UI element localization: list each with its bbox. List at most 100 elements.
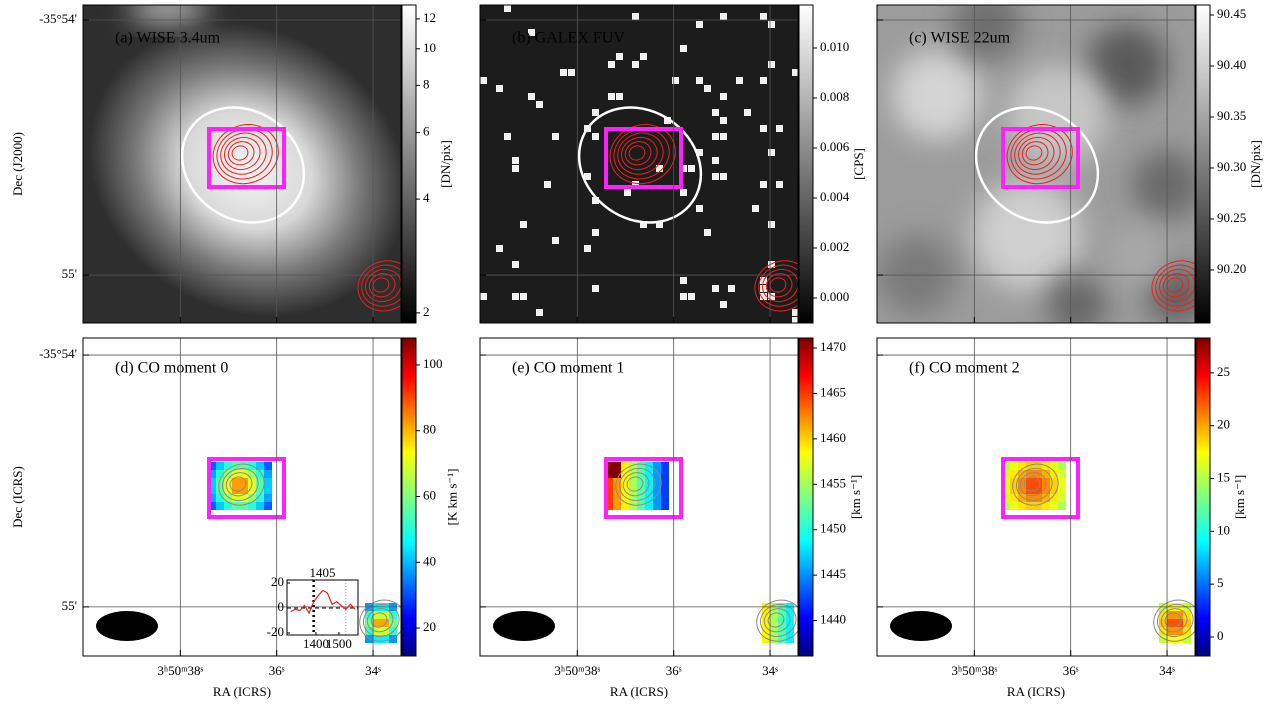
x-tick-label: 36ˢ <box>269 663 285 678</box>
image-pixel <box>480 293 487 300</box>
image-pixel <box>712 109 719 116</box>
co-pixel <box>264 502 272 510</box>
colorbar-tick-label: 5 <box>1217 575 1224 590</box>
colorbar-tick-label: 0.004 <box>820 189 850 204</box>
image-pixel <box>720 301 727 308</box>
beam <box>96 611 158 641</box>
image-pixel <box>680 277 687 284</box>
figure: (a) WISE 3.4um-35°54'55'Dec (J2000)24681… <box>0 0 1278 704</box>
image-pixel <box>680 189 687 196</box>
image-pixel <box>720 117 727 124</box>
co-pixel <box>264 462 272 470</box>
x-tick-label: 36ˢ <box>666 663 682 678</box>
image-pixel <box>592 133 599 140</box>
image-pixel <box>712 157 719 164</box>
image-pixel <box>752 205 759 212</box>
image-pixel <box>592 109 599 116</box>
image-pixel <box>720 173 727 180</box>
image-pixel <box>744 109 751 116</box>
x-tick-label: 3ʰ50ᵐ38ˢ <box>157 663 203 678</box>
y-tick-label: -35°54' <box>39 11 77 26</box>
co-pixel <box>264 470 272 478</box>
image-pixel <box>552 133 559 140</box>
image-pixel <box>768 221 775 228</box>
image-pixel <box>680 293 687 300</box>
image-pixel <box>760 13 767 20</box>
image-pixel <box>768 61 775 68</box>
co-pixel <box>264 478 272 486</box>
image-pixel <box>704 85 711 92</box>
colorbar-tick-label: 0.010 <box>820 39 849 54</box>
image-pixel <box>536 101 543 108</box>
x-axis-label: RA (ICRS) <box>610 684 668 699</box>
image-pixel <box>632 13 639 20</box>
co-pixel <box>661 494 669 502</box>
co-pixel <box>240 502 248 510</box>
image-pixel <box>720 13 727 20</box>
co-pixel <box>613 462 621 470</box>
co-pixel <box>637 502 645 510</box>
panel-title: (e) CO moment 1 <box>512 360 624 377</box>
panel: (d) CO moment 0-35°54'55'Dec (ICRS)3ʰ50ᵐ… <box>10 338 460 699</box>
image-pixel <box>520 293 527 300</box>
co-pixel <box>1010 462 1018 470</box>
inset-title: 1405 <box>310 565 336 580</box>
colorbar-tick-label: 90.35 <box>1217 108 1246 123</box>
image-pixel <box>712 285 719 292</box>
colorbar-label: [K km s⁻¹] <box>444 469 459 526</box>
panel: (b) GALEX FUV0.0000.0020.0040.0060.0080.… <box>480 5 866 324</box>
colorbar-tick-label: 0 <box>1217 628 1224 643</box>
image-pixel <box>592 229 599 236</box>
colorbar-tick-label: 1470 <box>820 339 846 354</box>
colorbar-tick-label: 90.25 <box>1217 210 1246 225</box>
panel-title: (b) GALEX FUV <box>512 30 625 47</box>
colorbar-tick-label: 90.40 <box>1217 57 1246 72</box>
colorbar-tick-label: 80 <box>423 422 436 437</box>
inset-y-tick-label: 0 <box>278 599 285 614</box>
co-pixel <box>653 502 661 510</box>
inset-y-tick-label: 20 <box>271 574 284 589</box>
image-pixel <box>728 285 735 292</box>
image-pixel <box>544 181 551 188</box>
image-pixel <box>776 125 783 132</box>
image-pixel <box>696 205 703 212</box>
colorbar-tick-label: 20 <box>1217 417 1230 432</box>
co-pixel <box>1058 494 1066 502</box>
colorbar-tick-label: 20 <box>423 619 436 634</box>
image-pixel <box>736 77 743 84</box>
colorbar-tick-label: 0.006 <box>820 139 850 154</box>
image-pixel <box>672 77 679 84</box>
image-pixel <box>512 261 519 268</box>
image-pixel <box>616 53 623 60</box>
colorbar-tick-label: 1465 <box>820 384 846 399</box>
image-blob <box>1107 225 1167 285</box>
x-tick-label: 34ˢ <box>365 663 381 678</box>
image-blob <box>1047 275 1107 335</box>
co-pixel <box>1050 502 1058 510</box>
colorbar-tick-label: 90.45 <box>1217 6 1246 21</box>
inset-y-tick-label: -20 <box>267 624 284 639</box>
x-tick-label: 3ʰ50ᵐ38ˢ <box>951 663 997 678</box>
co-pixel <box>661 462 669 470</box>
x-tick-label: 3ʰ50ᵐ38ˢ <box>554 663 600 678</box>
image-pixel <box>536 309 543 316</box>
colorbar <box>402 5 416 323</box>
page: {"chart_data": [ {"type": "image", "titl… <box>0 0 1278 704</box>
co-pixel <box>629 502 637 510</box>
colorbar-tick-label: 12 <box>423 10 436 25</box>
colorbar-tick-label: 90.30 <box>1217 159 1246 174</box>
image-pixel <box>512 165 519 172</box>
image-pixel <box>512 157 519 164</box>
y-tick-label: 55' <box>62 266 77 281</box>
x-tick-label: 34ˢ <box>1159 663 1175 678</box>
image-pixel <box>608 93 615 100</box>
co-pixel <box>661 502 669 510</box>
panel-image <box>480 5 817 324</box>
co-pixel <box>762 627 770 635</box>
panel-title: (f) CO moment 2 <box>909 360 1020 377</box>
panel-title: (d) CO moment 0 <box>115 360 228 377</box>
image-pixel <box>584 245 591 252</box>
image-pixel <box>712 173 719 180</box>
panel-image <box>480 338 808 656</box>
